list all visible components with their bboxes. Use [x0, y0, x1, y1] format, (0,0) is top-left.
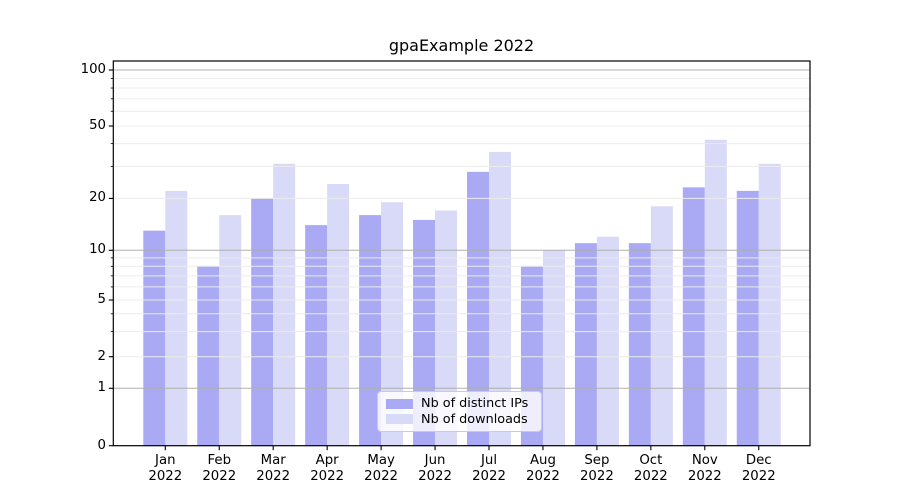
- xtick-month: Jul: [480, 453, 498, 468]
- bar-nb-of-downloads-mar: [273, 163, 296, 446]
- plot-spines: [112, 60, 811, 447]
- bar-nb-of-distinct-ips-feb: [197, 266, 220, 446]
- bar-nb-of-distinct-ips-oct: [628, 243, 651, 446]
- ytick-label-5: 5: [97, 292, 106, 307]
- xtick-year: 2022: [310, 468, 345, 484]
- xtick-label-mar: Mar 2022: [237, 453, 309, 484]
- bar-nb-of-distinct-ips-dec: [736, 190, 759, 446]
- xtick-month: Apr: [315, 453, 339, 468]
- legend-label-distinct-ips: Nb of distinct IPs: [421, 396, 529, 412]
- bar-nb-of-downloads-nov: [704, 139, 727, 446]
- bar-nb-of-downloads-oct: [650, 206, 673, 446]
- xtick-year: 2022: [256, 468, 291, 484]
- xtick-year: 2022: [526, 468, 560, 484]
- ytick-label-20: 20: [89, 190, 106, 206]
- legend-item-downloads: Nb of downloads: [386, 412, 533, 427]
- xtick-label-jan: Jan 2022: [129, 453, 201, 484]
- xtick-year: 2022: [148, 468, 183, 484]
- ytick-label-1: 1: [97, 380, 106, 396]
- xtick-label-apr: Apr 2022: [291, 453, 363, 484]
- legend-label-downloads: Nb of downloads: [421, 411, 528, 427]
- xtick-month: Sep: [584, 453, 610, 468]
- bar-nb-of-distinct-ips-jul: [467, 171, 489, 446]
- ytick-label-10: 10: [89, 242, 106, 258]
- bar-nb-of-distinct-ips-jun: [413, 219, 436, 446]
- xtick-month: Nov: [691, 453, 718, 468]
- bar-nb-of-distinct-ips-apr: [305, 225, 328, 446]
- xtick-month: Dec: [745, 453, 772, 468]
- bar-nb-of-downloads-jul: [489, 151, 511, 446]
- xtick-label-feb: Feb 2022: [183, 453, 255, 484]
- xtick-label-dec: Dec 2022: [723, 453, 795, 484]
- xtick-year: 2022: [579, 468, 614, 484]
- bar-nb-of-downloads-jan: [165, 190, 188, 446]
- xtick-label-jul: Jul 2022: [453, 453, 525, 484]
- xtick-year: 2022: [741, 468, 776, 484]
- xtick-label-sep: Sep 2022: [561, 453, 633, 484]
- xtick-year: 2022: [202, 468, 237, 484]
- bar-nb-of-downloads-aug: [542, 250, 565, 446]
- bar-nb-of-distinct-ips-mar: [251, 198, 274, 446]
- xtick-month: Oct: [639, 453, 663, 468]
- bar-nb-of-distinct-ips-jan: [143, 230, 166, 446]
- ytick-label-50: 50: [89, 118, 106, 133]
- xtick-label-aug: Aug 2022: [507, 453, 579, 484]
- bar-nb-of-distinct-ips-nov: [682, 187, 705, 446]
- ytick-label-2: 2: [97, 348, 106, 364]
- xtick-year: 2022: [633, 468, 668, 484]
- bar-nb-of-downloads-apr: [327, 183, 350, 446]
- xtick-month: Feb: [207, 453, 232, 468]
- xtick-label-jun: Jun 2022: [399, 453, 471, 484]
- chart-title: gpaExample 2022: [388, 36, 535, 55]
- xtick-month: Jan: [155, 453, 176, 468]
- bar-nb-of-downloads-jun: [435, 210, 458, 446]
- legend-item-distinct-ips: Nb of distinct IPs: [386, 396, 533, 411]
- xtick-month: May: [367, 453, 395, 468]
- xtick-label-nov: Nov 2022: [669, 453, 741, 484]
- ytick-label-100: 100: [80, 62, 106, 77]
- xtick-year: 2022: [418, 468, 452, 484]
- bar-nb-of-downloads-dec: [758, 163, 781, 446]
- xtick-label-oct: Oct 2022: [615, 453, 687, 484]
- xtick-label-may: May 2022: [345, 453, 417, 484]
- bar-nb-of-distinct-ips-sep: [574, 243, 597, 446]
- bar-nb-of-downloads-sep: [596, 236, 619, 446]
- legend-swatch-distinct-ips-icon: [386, 398, 413, 409]
- xtick-month: Mar: [260, 453, 286, 468]
- bar-nb-of-downloads-feb: [219, 215, 242, 446]
- legend: Nb of distinct IPs Nb of downloads: [377, 391, 542, 432]
- xtick-month: Jun: [424, 453, 446, 468]
- bar-nb-of-downloads-may: [381, 202, 404, 446]
- ytick-label-0: 0: [97, 437, 106, 453]
- legend-swatch-downloads-icon: [386, 414, 413, 425]
- xtick-year: 2022: [687, 468, 722, 484]
- xtick-year: 2022: [472, 468, 506, 484]
- xtick-month: Aug: [529, 453, 556, 468]
- xtick-year: 2022: [364, 468, 399, 484]
